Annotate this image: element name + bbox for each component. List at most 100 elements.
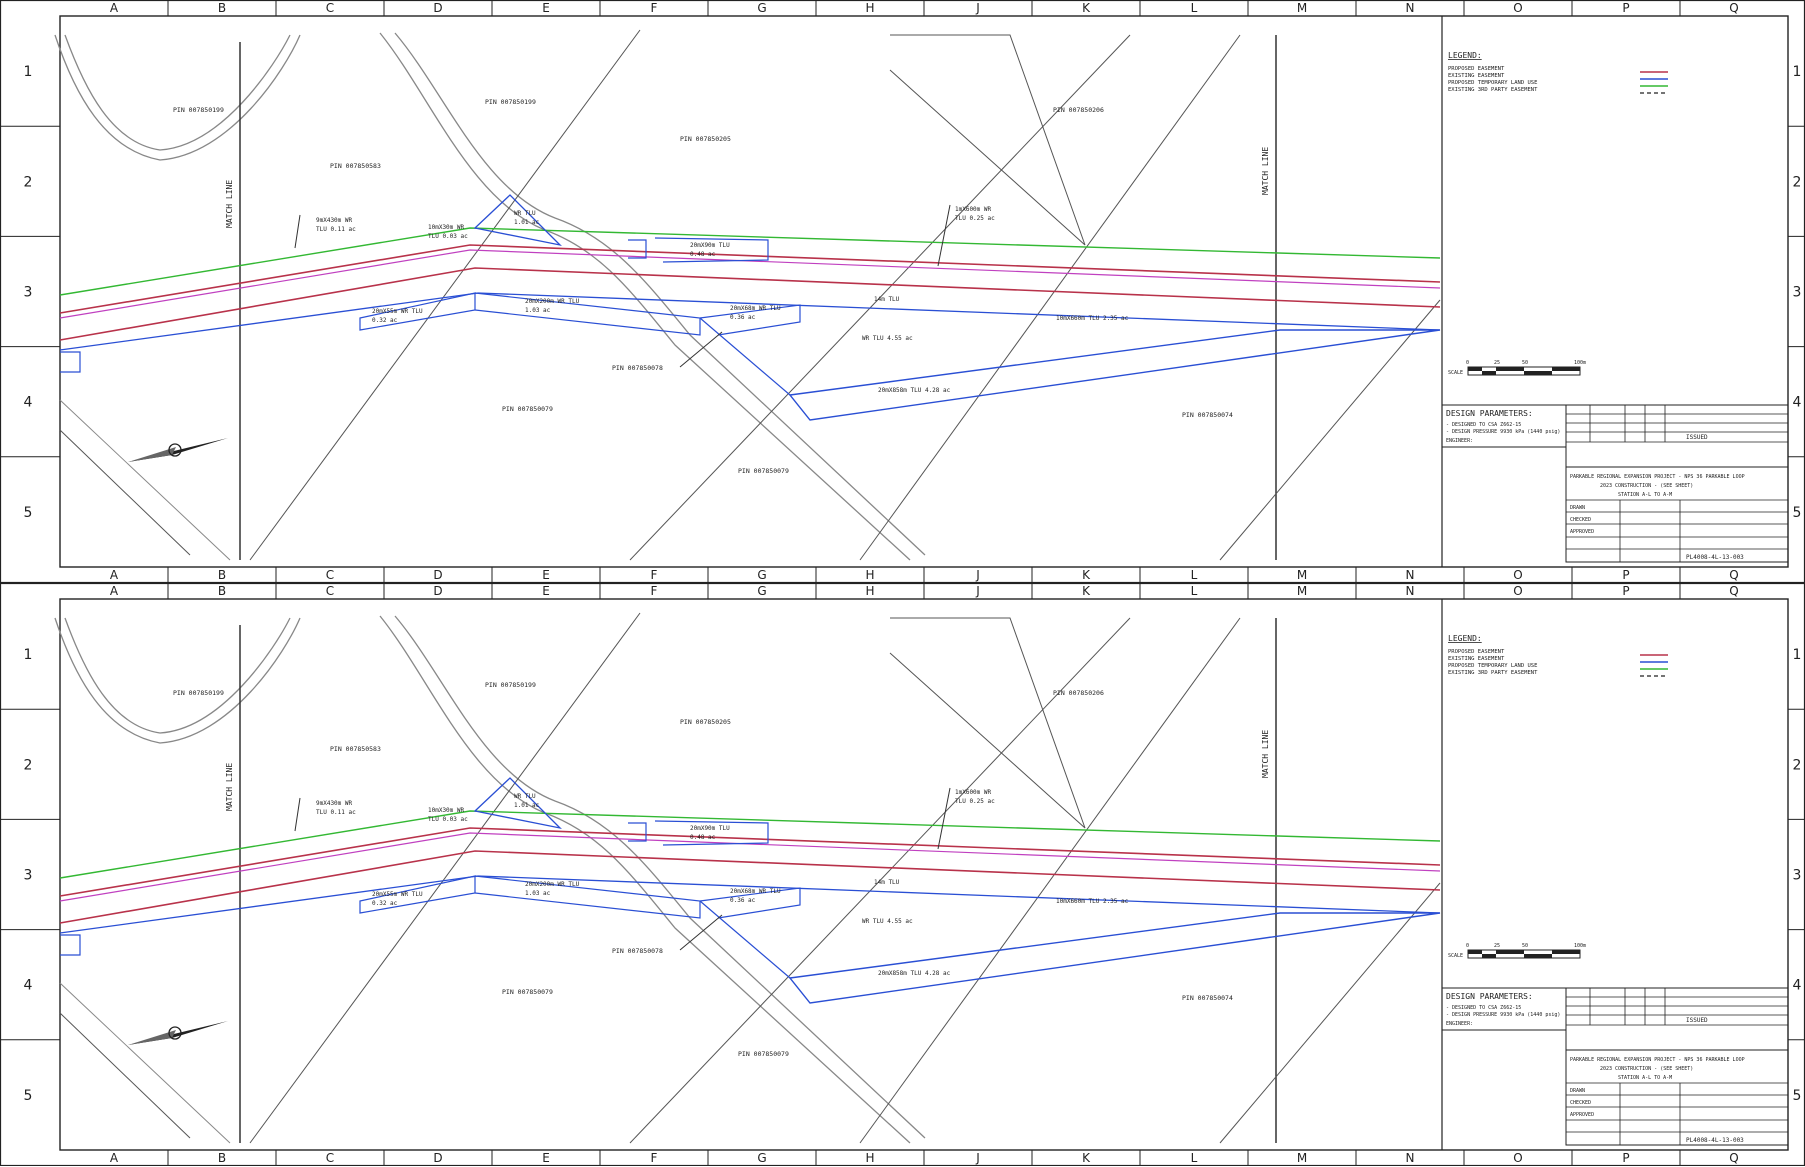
grid-column-label: J	[975, 584, 980, 598]
proposed-easement-line	[59, 827, 1441, 897]
grid-row-label: 3	[1793, 868, 1802, 884]
grid-column-label: B	[218, 1, 226, 15]
parcel-label: PIN 007850206	[1053, 106, 1104, 114]
grid-row-label: 2	[1793, 757, 1802, 773]
parcel-label: PIN 007850074	[1182, 411, 1233, 419]
project-title: PARKABLE REGIONAL EXPANSION PROJECT - NP…	[1570, 474, 1745, 480]
workspace-boundary	[788, 912, 1441, 1004]
grid-column-label: N	[1406, 584, 1415, 598]
title-block: ISSUED PARKABLE REGIONAL EXPANSION PROJE…	[1565, 987, 1789, 1146]
callout-label: TLU 0.25 ac	[955, 215, 995, 222]
grid-row-label: 4	[24, 395, 33, 411]
design-param: - DESIGN PRESSURE 9930 kPa (1440 psig)	[1446, 1012, 1560, 1018]
parcel-line	[59, 982, 231, 1144]
grid-column-label: G	[757, 568, 766, 582]
design-param: - DESIGN PRESSURE 9930 kPa (1440 psig)	[1446, 429, 1560, 435]
callout-label: WR TLU	[514, 793, 536, 800]
parcel-label: PIN 007850078	[612, 364, 663, 372]
grid-frame: A A B B C C D D E E F F G G H H J J K K L L M M N N O O P P Q Q 1 1 2 2 3 3 4 4…	[0, 0, 1805, 583]
grid-column-label: F	[651, 1, 658, 15]
drawing-sheet: A A B B C C D D E E F F G G H H J J K K L L M M N N O O P P Q Q 1 1 2 2 3 3 4 4…	[0, 583, 1805, 1166]
grid-column-label: A	[110, 1, 119, 15]
callout-label: 0.32 ac	[372, 900, 398, 907]
callout-label: 20mX90m TLU	[690, 242, 730, 249]
callout-label: 9mX430m WR	[316, 217, 353, 224]
grid-column-label: C	[326, 1, 334, 15]
grid-column-label: H	[865, 568, 874, 582]
workspace-boundary	[788, 329, 1441, 421]
leader-line	[937, 787, 951, 850]
scale-label: SCALE	[1448, 953, 1463, 959]
callout-label: 0.48 ac	[690, 251, 716, 258]
grid-column-label: M	[1297, 568, 1307, 582]
workspace-boundary	[699, 900, 791, 979]
grid-column-label: Q	[1729, 1151, 1738, 1165]
scale-tick: 50	[1522, 360, 1528, 366]
grid-column-label: D	[433, 1, 442, 15]
drawn-label: DRAWN	[1570, 505, 1585, 511]
grid-column-label: K	[1082, 568, 1091, 582]
grid-row-label: 1	[24, 647, 33, 663]
workspace-boundary	[699, 317, 791, 396]
project-section: STATION A-L TO A-M	[1618, 492, 1672, 498]
parcel-label: PIN 007850079	[738, 1050, 789, 1058]
parcel-label: PIN 007850199	[173, 106, 224, 114]
grid-column-label: P	[1622, 584, 1629, 598]
parcel-label: PIN 007850199	[485, 98, 536, 106]
title-block: ISSUED PARKABLE REGIONAL EXPANSION PROJE…	[1565, 404, 1789, 563]
grid-column-label: H	[865, 584, 874, 598]
callout-label: 1mX600m WR	[955, 206, 992, 213]
grid-column-label: H	[865, 1151, 874, 1165]
grid-column-label: M	[1297, 1151, 1307, 1165]
legend: LEGEND: PROPOSED EASEMENT EXISTING EASEM…	[1448, 634, 1668, 677]
legend-item: PROPOSED TEMPORARY LAND USE	[1448, 80, 1537, 86]
sheet-svg: A A B B C C D D E E F F G G H H J J K K L L M M N N O O P P Q Q 1 1 2 2 3 3 4 4…	[0, 0, 1805, 583]
workspace-boundary	[628, 822, 647, 842]
callout-label: 20mX200m WR TLU	[525, 881, 580, 888]
legend-item: EXISTING 3RD PARTY EASEMENT	[1448, 670, 1538, 676]
grid-column-label: E	[542, 568, 550, 582]
callout-label: 10mX660m TLU 2.35 ac	[1056, 898, 1129, 905]
grid-column-label: D	[433, 568, 442, 582]
issued-label: ISSUED	[1686, 1017, 1708, 1024]
grid-column-label: Q	[1729, 584, 1738, 598]
grid-column-label: F	[651, 1151, 658, 1165]
legend-item: EXISTING EASEMENT	[1448, 73, 1505, 79]
existing-easement-line	[59, 249, 1441, 319]
workspace-boundary	[654, 820, 769, 846]
drawing-number: PL4008-4L-13-003	[1686, 1137, 1744, 1144]
legend-item: EXISTING 3RD PARTY EASEMENT	[1448, 87, 1538, 93]
grid-column-label: O	[1513, 1, 1522, 15]
scale-bar: SCALE 0 25 50 100m	[1448, 943, 1586, 959]
callout-label: TLU 0.11 ac	[316, 809, 356, 816]
parcel-line	[1219, 299, 1441, 561]
grid-row-label: 1	[1793, 647, 1802, 663]
project-subtitle: 2023 CONSTRUCTION - (SEE SHEET)	[1600, 1066, 1693, 1072]
match-line-label: MATCH LINE	[1261, 730, 1270, 778]
proposed-easement-line	[59, 267, 1441, 341]
parcel-label: PIN 007850205	[680, 135, 731, 143]
grid-row-label: 2	[24, 757, 33, 773]
project-title: PARKABLE REGIONAL EXPANSION PROJECT - NP…	[1570, 1057, 1745, 1063]
grid-row-label: 4	[24, 978, 33, 994]
grid-column-label: N	[1406, 1, 1415, 15]
grid-column-label: G	[757, 584, 766, 598]
callout-label: 20mX68m WR TLU	[730, 305, 781, 312]
grid-column-label: J	[975, 1151, 980, 1165]
road-outline-left	[54, 617, 301, 744]
grid-column-label: M	[1297, 584, 1307, 598]
parcel-label: PIN 007850199	[485, 681, 536, 689]
grid-row-label: 1	[1793, 64, 1802, 80]
parcel-labels: PIN 007850199 PIN 007850583 PIN 00785019…	[173, 681, 1233, 1058]
legend-title: LEGEND:	[1448, 51, 1482, 60]
grid-row-label: 3	[1793, 285, 1802, 301]
callout-label: WR TLU	[514, 210, 536, 217]
scale-tick: 25	[1494, 943, 1500, 949]
callout-label: 20mX55m WR TLU	[372, 308, 423, 315]
road-outline-left-inner	[64, 617, 291, 734]
grid-column-label: A	[110, 568, 119, 582]
design-param: - DESIGNED TO CSA Z662-15	[1446, 1005, 1521, 1011]
design-params-title: DESIGN PARAMETERS:	[1446, 992, 1533, 1001]
workspace-boundary	[474, 292, 701, 336]
issued-label: ISSUED	[1686, 434, 1708, 441]
